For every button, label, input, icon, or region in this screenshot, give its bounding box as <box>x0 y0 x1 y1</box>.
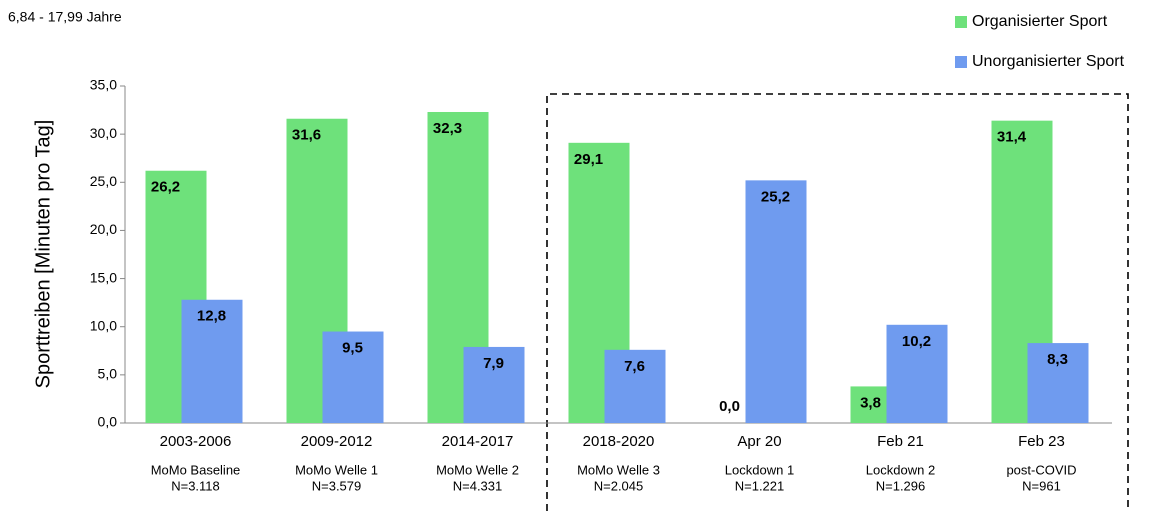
category-detail: MoMo Welle 3 <box>577 462 660 477</box>
legend-label: Unorganisierter Sport <box>972 53 1125 70</box>
bar <box>181 299 243 423</box>
value-label: 12,8 <box>197 308 226 325</box>
legend-swatch <box>955 56 967 68</box>
y-tick-label: 0,0 <box>98 414 118 430</box>
x-tick-label: Apr 20 <box>737 433 781 450</box>
y-tick-label: 15,0 <box>90 269 117 285</box>
category-detail: N=1.296 <box>876 478 926 493</box>
category-detail: N=3.579 <box>312 478 362 493</box>
value-label: 3,8 <box>860 394 881 411</box>
value-label: 7,6 <box>624 358 645 375</box>
y-tick-label: 10,0 <box>90 317 117 333</box>
category-detail: Lockdown 2 <box>866 462 935 477</box>
category-detail: post-COVID <box>1006 462 1076 477</box>
category-detail: MoMo Welle 1 <box>295 462 378 477</box>
category-detail: N=2.045 <box>594 478 644 493</box>
x-tick-label: 2009-2012 <box>301 433 373 450</box>
category-detail: N=4.331 <box>453 478 503 493</box>
legend-swatch <box>955 16 967 28</box>
x-tick-label: 2018-2020 <box>583 433 655 450</box>
value-label: 10,2 <box>902 333 931 350</box>
category-detail: N=3.118 <box>171 478 220 493</box>
value-label: 31,4 <box>997 129 1027 146</box>
y-tick-label: 25,0 <box>90 173 117 189</box>
bar <box>463 346 525 423</box>
x-tick-label: Feb 21 <box>877 433 924 450</box>
value-label: 31,6 <box>292 127 321 144</box>
value-label: 29,1 <box>574 151 603 168</box>
value-label: 25,2 <box>761 188 790 205</box>
bar <box>604 349 666 423</box>
bar <box>1027 343 1089 423</box>
value-label: 0,0 <box>719 398 740 415</box>
value-label: 7,9 <box>483 355 504 372</box>
y-axis-label: Sporttreiben [Minuten pro Tag] <box>32 120 54 389</box>
value-label: 32,3 <box>433 120 462 137</box>
bar <box>322 331 384 423</box>
y-tick-label: 30,0 <box>90 125 117 141</box>
category-detail: N=1.221 <box>735 478 785 493</box>
category-detail: N=961 <box>1022 478 1061 493</box>
category-detail: Lockdown 1 <box>725 462 794 477</box>
category-detail: MoMo Baseline <box>151 462 241 477</box>
y-tick-label: 20,0 <box>90 221 117 237</box>
y-tick-label: 5,0 <box>98 366 118 382</box>
period-frame <box>546 93 1129 511</box>
bar <box>886 324 948 423</box>
value-label: 26,2 <box>151 179 180 196</box>
category-detail: MoMo Welle 2 <box>436 462 519 477</box>
chart-subtitle: 6,84 - 17,99 Jahre <box>8 9 122 25</box>
value-label: 8,3 <box>1047 351 1068 368</box>
bar <box>745 180 807 423</box>
y-tick-label: 35,0 <box>90 77 117 93</box>
value-label: 9,5 <box>342 339 363 356</box>
x-tick-label: 2014-2017 <box>442 433 514 450</box>
legend-label: Organisierter Sport <box>972 13 1108 30</box>
x-tick-label: Feb 23 <box>1018 433 1065 450</box>
x-tick-label: 2003-2006 <box>160 433 232 450</box>
